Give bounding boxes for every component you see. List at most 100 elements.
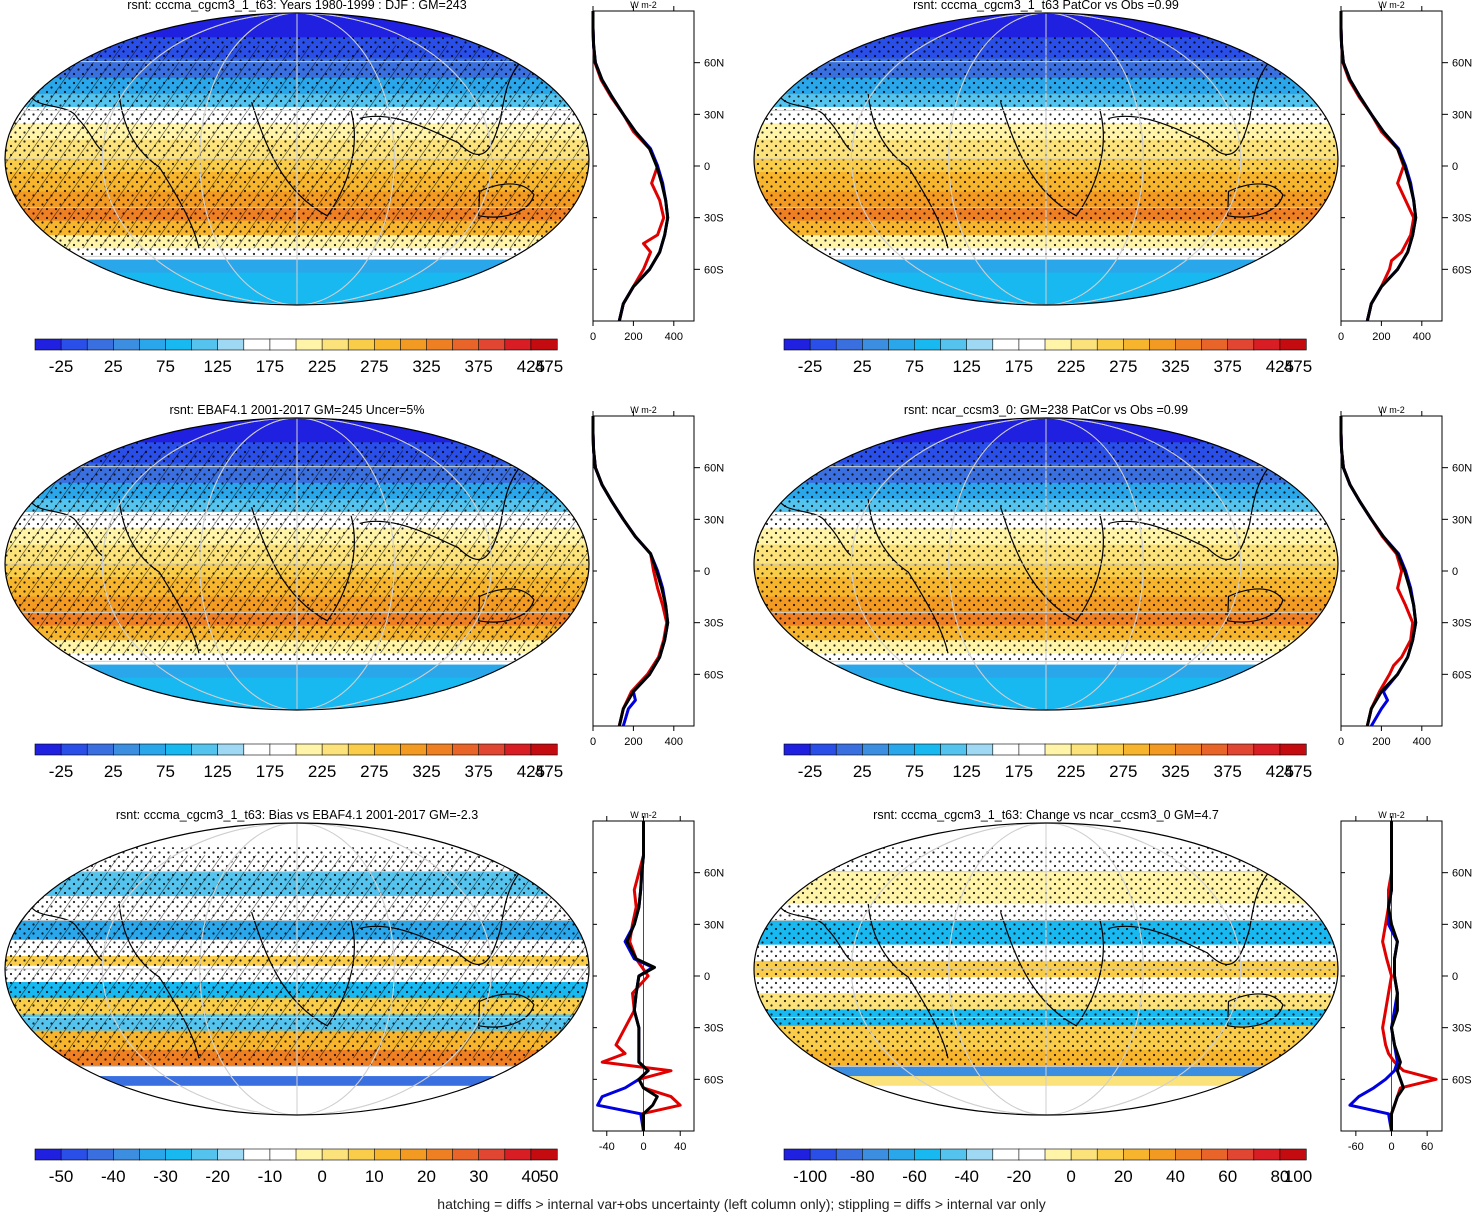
zonal-mean-plot: 0 200 400 W m-2 60N 30N 0 30S 60S (1338, 0, 1472, 343)
lat-tick-label: 30S (704, 1023, 724, 1035)
graticule-lon (101, 418, 493, 710)
colorbar-swatch (165, 338, 193, 351)
colorbar-swatch (139, 743, 167, 756)
colorbar-swatch (504, 338, 532, 351)
lat-tick-label: 30S (704, 213, 724, 225)
colorbar-label: 375 (1214, 357, 1242, 376)
colorbar-swatch (243, 743, 271, 756)
panel-title: rsnt: cccma_cgcm3_1_t63: Bias vs EBAF4.1… (116, 808, 478, 822)
colorbar-swatch (34, 1148, 62, 1161)
colorbar-label: 275 (360, 357, 388, 376)
colorbar-label: 75 (156, 357, 175, 376)
colorbar-label: 20 (417, 1167, 436, 1186)
colorbar-swatch (452, 338, 480, 351)
x-tick-label: 60 (1421, 1141, 1433, 1153)
colorbar-swatch (783, 743, 811, 756)
colorbar-swatch (504, 1148, 532, 1161)
colorbar-swatch (400, 338, 428, 351)
graticule-lon (101, 13, 493, 305)
panel-3: rsnt: EBAF4.1 2001-2017 GM=245 Uncer=5% -… (4, 403, 724, 781)
zonal-mean-plot: 0 200 400 W m-2 60N 30N 0 30S 60S (590, 405, 724, 748)
panel-6: rsnt: cccma_cgcm3_1_t63: Change vs ncar_… (753, 808, 1472, 1186)
colorbar-label: -30 (153, 1167, 178, 1186)
colorbar-swatch (1201, 338, 1229, 351)
map (754, 418, 1338, 710)
lat-tick-label: 30N (1452, 109, 1472, 121)
colorbar-label: 75 (905, 762, 924, 781)
colorbar-swatch (243, 338, 271, 351)
colorbar-label: 325 (412, 357, 440, 376)
colorbar-swatch (452, 1148, 480, 1161)
colorbar-swatch (217, 1148, 245, 1161)
colorbar-swatch (478, 1148, 506, 1161)
graticule-lon (199, 418, 395, 710)
colorbar-swatch (888, 338, 916, 351)
panel-title: rsnt: cccma_cgcm3_1_t63 PatCor vs Obs =0… (913, 0, 1179, 12)
colorbar-swatch (1070, 743, 1098, 756)
colorbar-swatch (1253, 743, 1281, 756)
lat-tick-label: 60S (704, 669, 724, 681)
colorbar-swatch (295, 1148, 323, 1161)
colorbar-swatch (1253, 1148, 1281, 1161)
unit-label: W m-2 (1378, 405, 1405, 415)
unit-label: W m-2 (630, 810, 657, 820)
colorbar-swatch (86, 743, 114, 756)
colorbar-swatch (940, 338, 968, 351)
lat-tick-label: 60S (1452, 669, 1472, 681)
colorbar-label: 225 (308, 357, 336, 376)
colorbar-swatch (1018, 338, 1046, 351)
colorbar-label: -40 (101, 1167, 126, 1186)
colorbar-swatch (1175, 743, 1203, 756)
colorbar-label: 80 (1270, 1167, 1289, 1186)
zonal-mean-series (1381, 821, 1438, 1131)
colorbar-swatch (992, 743, 1020, 756)
colorbar-label: 25 (853, 357, 872, 376)
colorbar-swatch (243, 1148, 271, 1161)
colorbar-swatch (1018, 743, 1046, 756)
x-tick-label: 200 (624, 331, 642, 343)
colorbar-label: 30 (469, 1167, 488, 1186)
colorbar-swatch (1096, 743, 1124, 756)
zonal-mean-series (625, 821, 659, 1131)
colorbar-label: -25 (798, 357, 823, 376)
map (5, 418, 589, 710)
colorbar-label: 40 (521, 1167, 540, 1186)
x-tick-label: 0 (1388, 1141, 1394, 1153)
colorbar-label: 175 (256, 357, 284, 376)
colorbar-swatch (940, 743, 968, 756)
colorbar-label: 100 (1284, 1167, 1312, 1186)
graticule-lon (101, 823, 493, 1115)
lat-tick-label: 60N (704, 58, 724, 70)
colorbar-swatch (914, 743, 942, 756)
colorbar-swatch (34, 743, 62, 756)
colorbar-label: -50 (49, 1167, 74, 1186)
colorbar-label: 60 (1218, 1167, 1237, 1186)
colorbar-swatch (1227, 1148, 1255, 1161)
lat-tick-label: 60S (704, 264, 724, 276)
colorbar-label: 0 (1066, 1167, 1075, 1186)
lat-tick-label: 0 (704, 161, 710, 173)
colorbar: -50 -40 -30 -20 -10 0 10 20 30 40 50 (34, 1148, 558, 1186)
colorbar-label: 275 (360, 762, 388, 781)
colorbar-label: 0 (317, 1167, 326, 1186)
lat-tick-label: 0 (1452, 161, 1458, 173)
graticule-lon (199, 823, 395, 1115)
colorbar-swatch (34, 338, 62, 351)
colorbar-swatch (269, 743, 297, 756)
colorbar-swatch (373, 1148, 401, 1161)
colorbar-swatch (530, 743, 558, 756)
colorbar-label: -10 (258, 1167, 283, 1186)
panel-title: rsnt: EBAF4.1 2001-2017 GM=245 Uncer=5% (169, 403, 424, 417)
colorbar-label: 25 (104, 762, 123, 781)
colorbar-swatch (1149, 743, 1177, 756)
colorbar-swatch (191, 1148, 219, 1161)
colorbar-label: -25 (49, 357, 74, 376)
colorbar-swatch (321, 1148, 349, 1161)
map (5, 823, 589, 1115)
zonal-mean-series (1339, 416, 1418, 727)
colorbar-swatch (426, 1148, 454, 1161)
colorbar-label: 325 (412, 762, 440, 781)
